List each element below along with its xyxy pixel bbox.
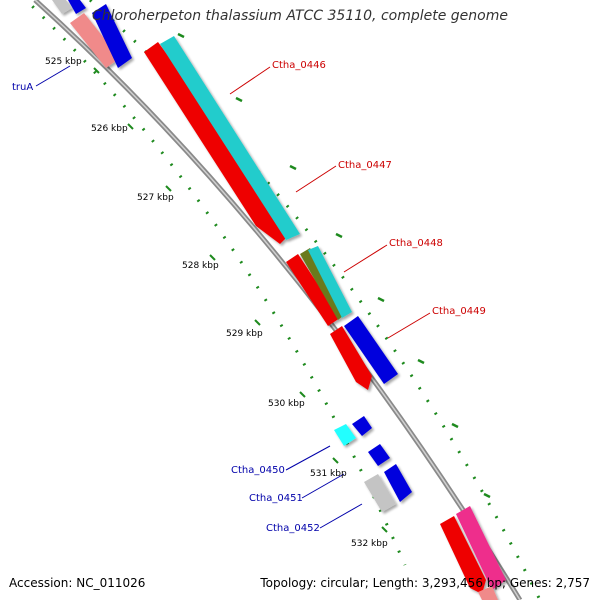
gene-feature-ctha-0452 [384,464,412,502]
gene-feature-trua-pink [70,13,120,68]
scale-label: 532 kbp [351,539,388,549]
gene-labels: truA Ctha_0446 Ctha_0447 Ctha_0448 Ctha_… [12,60,486,534]
gene-feature-ctha-0446 [160,36,300,240]
scale-label: 526 kbp [91,124,128,134]
scale-label: 531 kbp [310,469,347,479]
gene-label-ctha-0452[interactable]: Ctha_0452 [266,523,320,534]
gene-feature-bottom-pink [478,586,498,600]
genome-summary-text: Topology: circular; Length: 3,293,456 bp… [260,576,590,590]
genome-title: Chloroherpeton thalassium ATCC 35110, co… [92,8,508,24]
accession-text: Accession: NC_011026 [9,576,146,590]
gene-feature-cyan-0448 [308,246,352,318]
scale-label: 527 kbp [137,193,174,203]
gene-feature-ctha-0450-blue [352,416,372,436]
gene-feature-top-grey [52,0,72,14]
scale-ticks [93,67,388,533]
scale-label: 528 kbp [182,261,219,271]
scale-label: 530 kbp [268,399,305,409]
gene-label-ctha-0450[interactable]: Ctha_0450 [231,465,285,476]
gene-label-trua[interactable]: truA [12,82,33,93]
outer-ring-ticks [177,32,491,499]
gene-feature-bottom-red [440,516,486,594]
label-leaders [35,65,431,529]
scale-label: 525 kbp [45,57,82,67]
gene-feature-trua-blue [92,4,132,68]
scale-labels: 525 kbp 526 kbp 527 kbp 528 kbp 529 kbp … [45,57,388,549]
gene-feature-ctha-0452-grey [364,474,396,512]
gene-feature-ctha-0447 [144,42,288,244]
gene-label-ctha-0449[interactable]: Ctha_0449 [432,306,486,317]
gene-label-ctha-0451[interactable]: Ctha_0451 [249,493,303,504]
gene-label-ctha-0448[interactable]: Ctha_0448 [389,238,443,249]
gene-label-ctha-0447[interactable]: Ctha_0447 [338,160,392,171]
gene-feature-ctha-0451 [368,444,390,466]
gene-label-ctha-0446[interactable]: Ctha_0446 [272,60,326,71]
gene-feature-ctha-0450 [334,424,356,446]
gene-feature-bottom-magenta [456,506,506,590]
scale-label: 529 kbp [226,329,263,339]
gene-feature-ctha-0449-red [330,326,372,390]
gene-features [52,0,506,600]
genome-backbone-highlight [34,0,521,600]
genome-backbone [33,0,523,600]
gene-feature-top-blue [68,0,86,14]
gene-feature-ctha-0449 [344,316,398,384]
gene-feature-ctha-0448-red [286,254,340,326]
